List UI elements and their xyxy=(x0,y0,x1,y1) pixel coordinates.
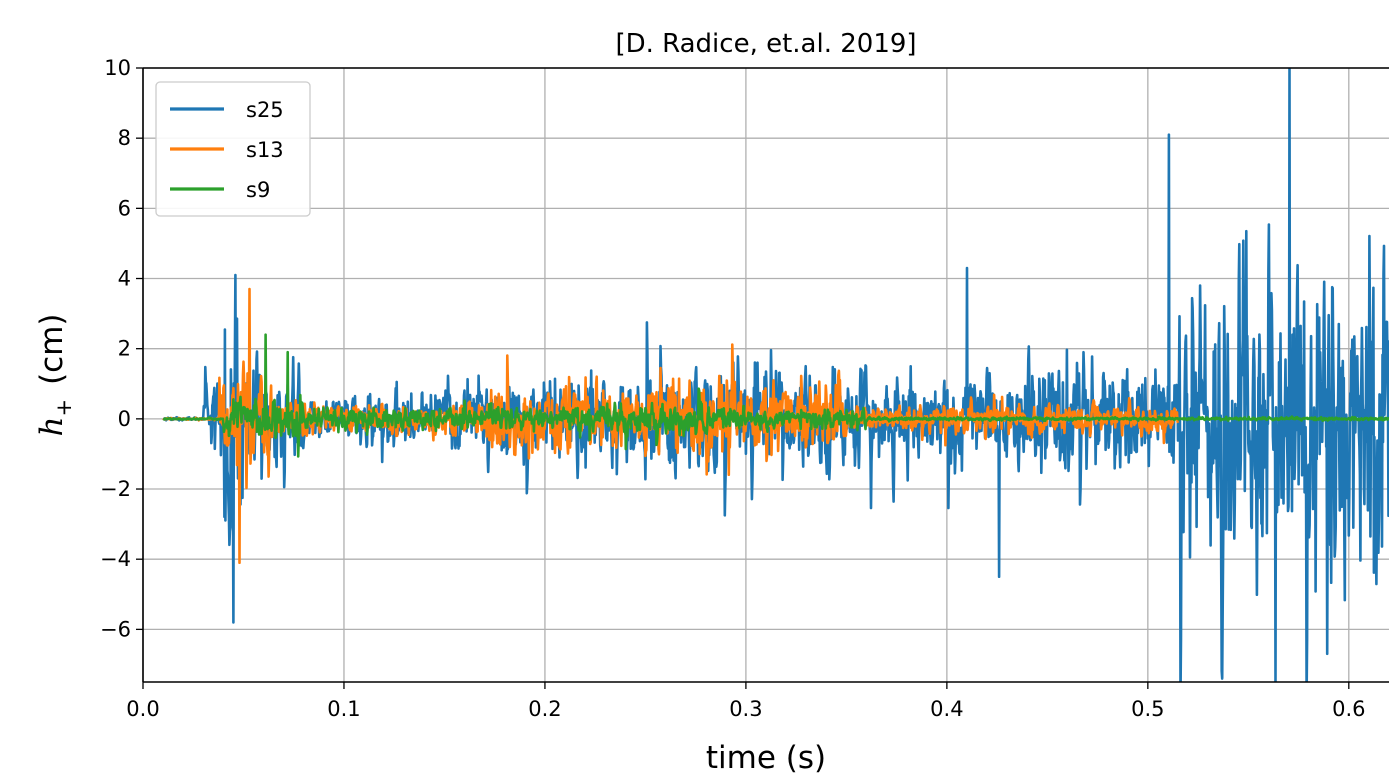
y-tick-label: −6 xyxy=(100,617,131,641)
y-tick-label: −4 xyxy=(100,547,131,571)
y-axis-label-subscript: + xyxy=(52,399,76,417)
x-axis-label: time (s) xyxy=(706,740,826,776)
y-tick-label: −2 xyxy=(100,477,131,501)
x-tick-label: 0.5 xyxy=(1131,697,1164,721)
svg-text:h+(cm): h+ (cm) xyxy=(34,313,76,436)
x-tick-label: 0.1 xyxy=(327,697,360,721)
x-tick-label: 0.2 xyxy=(528,697,561,721)
legend: s25 s13 s9 xyxy=(155,81,311,217)
legend-label-s25: s25 xyxy=(246,98,284,122)
legend-label-s13: s13 xyxy=(246,138,284,162)
x-tick-label: 0.3 xyxy=(729,697,762,721)
y-tick-label: 2 xyxy=(118,337,131,361)
x-tick-label: 0.4 xyxy=(930,697,963,721)
series-line-s9 xyxy=(162,333,1389,458)
y-axis-label-symbol: h xyxy=(34,417,70,437)
y-tick-label: 4 xyxy=(118,267,131,291)
y-axis-label-unit: (cm) xyxy=(34,313,70,384)
y-tick-label: 6 xyxy=(118,196,131,220)
x-ticks: 0.0 0.1 0.2 0.3 0.4 0.5 0.6 xyxy=(126,682,1366,721)
y-ticks: −6 −4 −2 0 2 4 6 8 10 xyxy=(100,56,143,641)
axes xyxy=(142,67,1389,683)
y-tick-label: 10 xyxy=(104,56,131,80)
x-tick-label: 0.0 xyxy=(126,697,159,721)
chart-title: [D. Radice, et.al. 2019] xyxy=(615,29,916,59)
legend-frame xyxy=(155,81,311,217)
x-tick-label: 0.6 xyxy=(1332,697,1365,721)
y-axis-label: h+ (cm) xyxy=(34,313,76,436)
legend-label-s9: s9 xyxy=(246,178,270,202)
series-layer xyxy=(162,68,1389,682)
y-tick-label: 8 xyxy=(118,126,131,150)
y-tick-label: 0 xyxy=(118,407,131,431)
